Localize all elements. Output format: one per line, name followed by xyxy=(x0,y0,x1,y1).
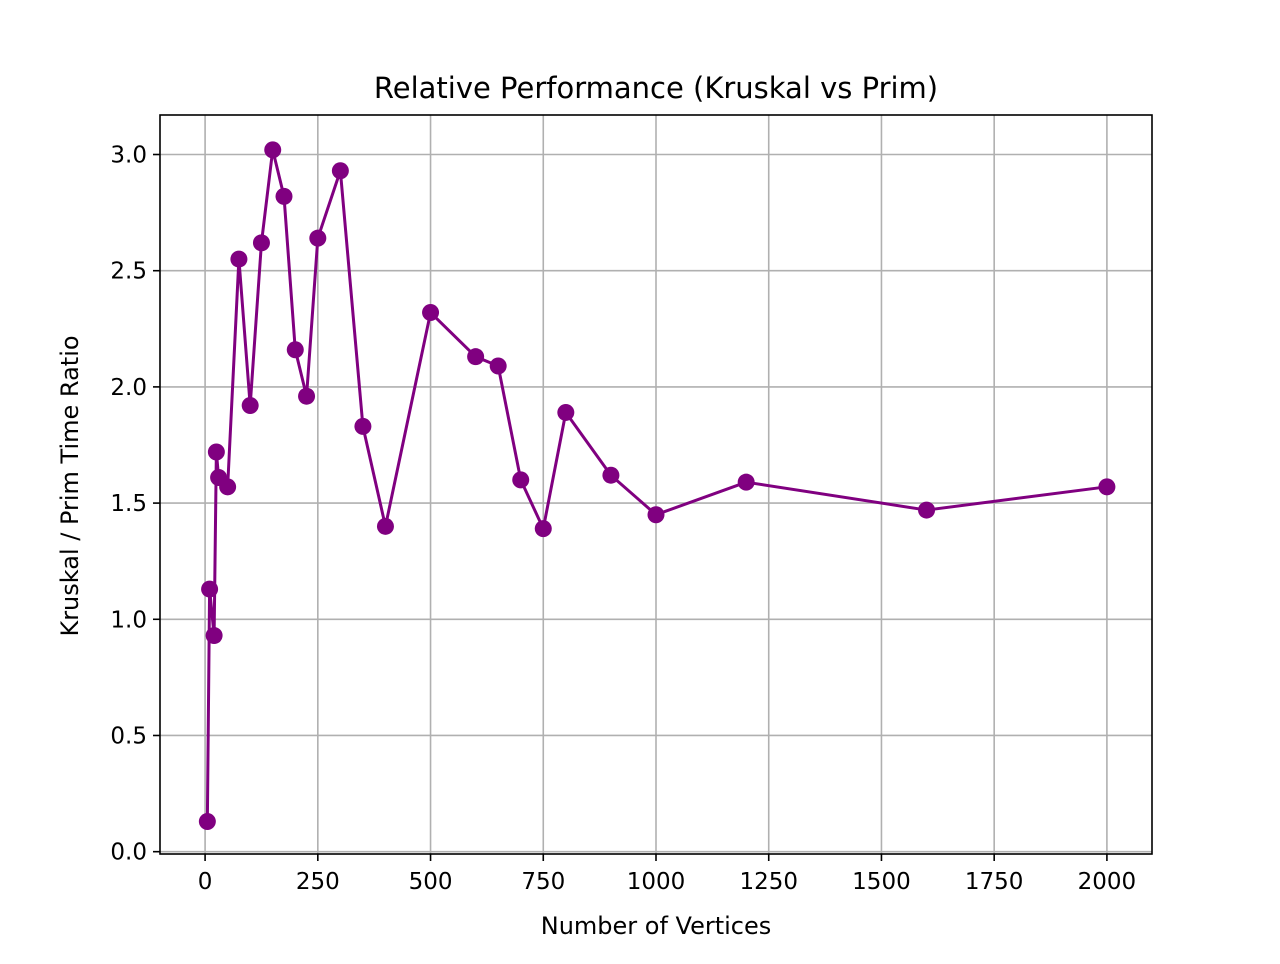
data-point xyxy=(557,403,575,421)
data-point xyxy=(647,506,665,524)
y-tick-label: 1.0 xyxy=(110,607,147,633)
data-point xyxy=(467,348,485,366)
data-point xyxy=(331,162,349,180)
y-tick-label: 2.0 xyxy=(110,375,147,401)
data-point xyxy=(205,627,223,645)
x-axis: 0 250 500 750 1000 1250 1500 1750 2000 xyxy=(198,854,1136,895)
data-point xyxy=(737,473,755,491)
data-point xyxy=(422,304,440,322)
data-point xyxy=(1098,478,1116,496)
data-point xyxy=(241,396,259,414)
x-tick-label: 1000 xyxy=(627,869,686,895)
data-point xyxy=(230,250,248,268)
x-tick-label: 1750 xyxy=(965,869,1024,895)
data-point xyxy=(252,234,270,252)
data-point xyxy=(198,812,216,830)
data-point xyxy=(264,141,282,159)
series-layer xyxy=(198,141,1116,830)
data-point xyxy=(534,520,552,538)
data-point xyxy=(489,357,507,375)
x-tick-label: 250 xyxy=(296,869,340,895)
data-point xyxy=(219,478,237,496)
data-point xyxy=(298,387,316,405)
x-tick-label: 1250 xyxy=(739,869,798,895)
data-point xyxy=(918,501,936,519)
y-tick-label: 0.5 xyxy=(110,723,147,749)
chart-title: Relative Performance (Kruskal vs Prim) xyxy=(374,71,938,105)
data-point xyxy=(286,341,304,359)
series-line xyxy=(205,148,1109,823)
x-tick-label: 750 xyxy=(521,869,565,895)
x-tick-label: 500 xyxy=(409,869,453,895)
data-point xyxy=(309,229,327,247)
y-axis: 0.0 0.5 1.0 1.5 2.0 2.5 3.0 xyxy=(110,143,160,866)
y-tick-label: 1.5 xyxy=(110,491,147,517)
y-tick-label: 3.0 xyxy=(110,143,147,169)
data-point xyxy=(602,466,620,484)
data-point xyxy=(512,471,530,489)
x-tick-label: 0 xyxy=(198,869,213,895)
data-point xyxy=(207,443,225,461)
x-axis-label: Number of Vertices xyxy=(541,912,772,940)
x-tick-label: 1500 xyxy=(852,869,911,895)
data-point xyxy=(201,580,219,598)
grid xyxy=(160,115,1152,854)
y-tick-label: 2.5 xyxy=(110,259,147,285)
y-axis-label: Kruskal / Prim Time Ratio xyxy=(56,335,84,636)
x-tick-label: 2000 xyxy=(1078,869,1137,895)
y-tick-label: 0.0 xyxy=(110,840,147,866)
data-point xyxy=(275,187,293,205)
data-point xyxy=(354,417,372,435)
data-point xyxy=(376,517,394,535)
